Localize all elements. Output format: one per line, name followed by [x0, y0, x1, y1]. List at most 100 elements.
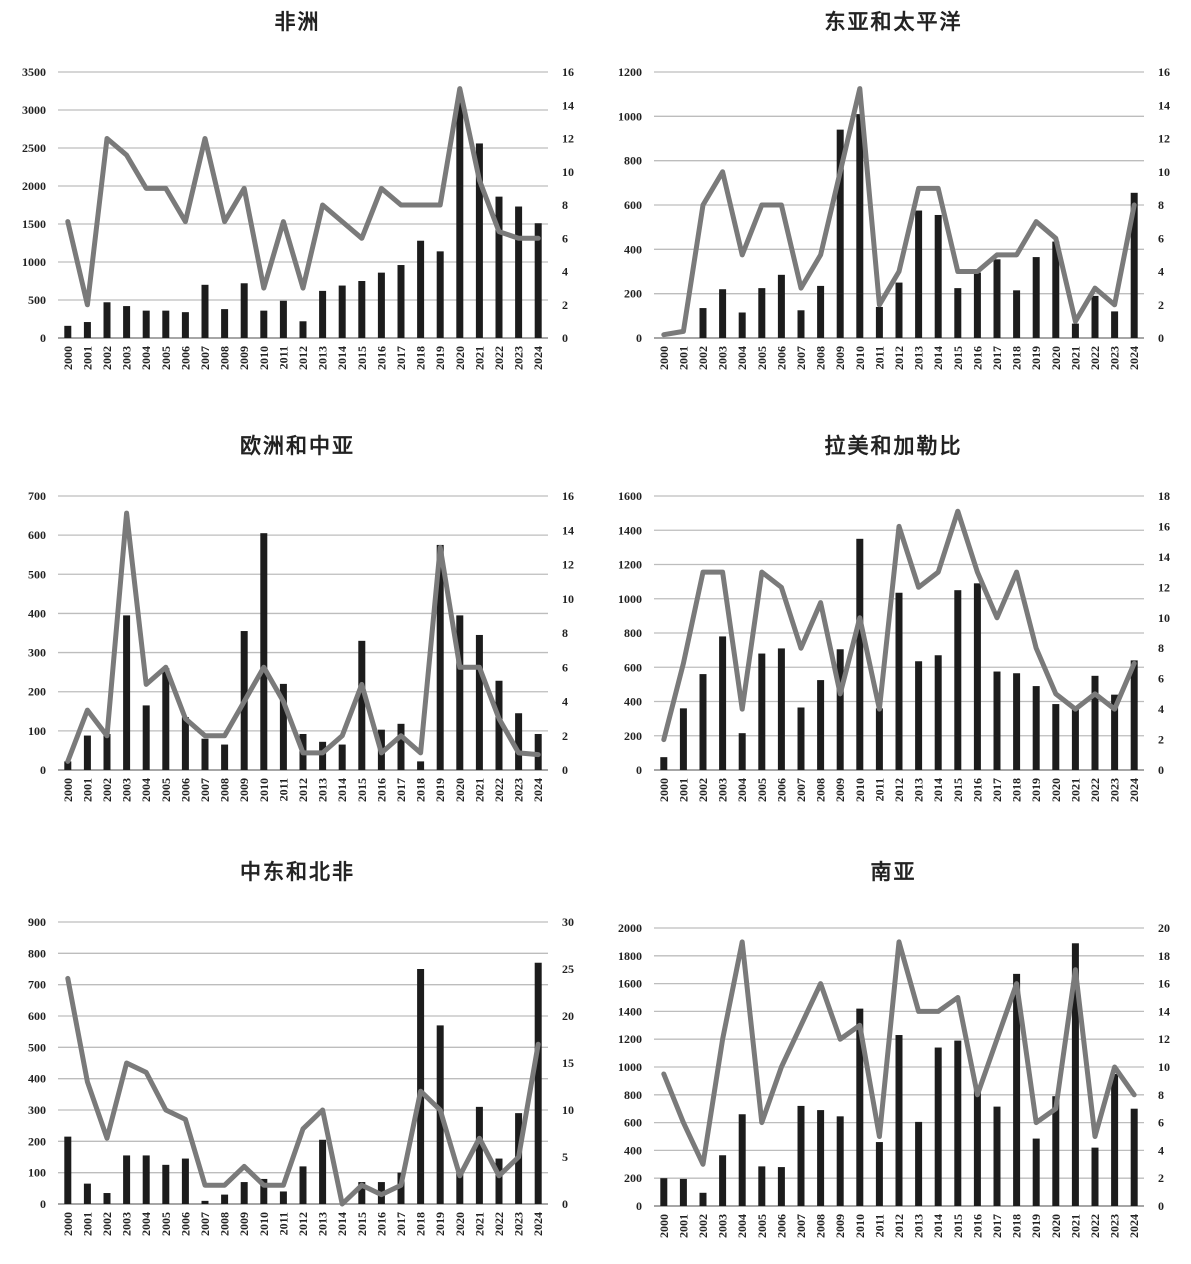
y-tick-label-right: 0	[562, 331, 568, 345]
bar	[758, 653, 766, 770]
bar	[417, 240, 425, 338]
y-tick-label-right: 16	[562, 65, 574, 79]
y-tick-label-right: 10	[1158, 165, 1170, 179]
chart-svg: 0 100 200 300 400 500 600 700 800 900 0 5 10 15 20 25 30…	[28, 915, 574, 1236]
x-tick-label: 2017	[990, 1214, 1004, 1238]
x-tick-label: 2024	[531, 778, 545, 802]
bar	[64, 761, 72, 770]
bar	[738, 733, 746, 770]
x-tick-label: 2003	[716, 346, 730, 370]
x-tick-label: 2013	[912, 346, 926, 370]
bar	[142, 705, 150, 770]
x-tick-label: 2019	[433, 1212, 447, 1236]
y-tick-label-right: 5	[562, 1150, 568, 1164]
y-tick-label-right: 0	[1158, 331, 1164, 345]
bar	[456, 615, 464, 770]
y-tick-label-right: 8	[1158, 1088, 1164, 1102]
y-tick-label-left: 900	[28, 915, 46, 929]
y-tick-label-right: 14	[562, 98, 574, 112]
y-tick-label-left: 1800	[618, 949, 642, 963]
x-tick-label: 2002	[100, 778, 114, 802]
bar-series	[64, 102, 542, 339]
y-axis-right: 0 5 10 15 20 25 30	[562, 915, 574, 1211]
x-tick-label: 2017	[394, 346, 408, 370]
bar	[1032, 257, 1040, 338]
x-tick-label: 2019	[1029, 778, 1043, 802]
bar	[103, 1193, 111, 1204]
y-axis-left: 0 100 200 300 400 500 600 700	[28, 489, 46, 777]
bar	[1091, 1147, 1099, 1206]
y-tick-label-left: 400	[28, 1072, 46, 1086]
y-tick-label-left: 3000	[22, 103, 46, 117]
bar	[836, 129, 844, 338]
line-series	[661, 939, 1137, 1167]
bar	[83, 735, 91, 770]
x-tick-label: 2007	[198, 346, 212, 370]
chart-title: 中东和北非	[240, 859, 355, 884]
bar	[738, 1114, 746, 1206]
chart-panel-africa: 非洲 0 500 1000 1500 2000 2500 3000 3500 0 2 4 6 8 10 12…	[0, 0, 595, 414]
bar	[719, 636, 727, 770]
x-tick-label: 2000	[657, 346, 671, 370]
x-tick-label: 2002	[696, 1214, 710, 1238]
bar	[181, 312, 189, 338]
x-tick-label: 2002	[696, 778, 710, 802]
bar	[397, 265, 405, 338]
y-tick-label-right: 10	[562, 165, 574, 179]
x-tick-label: 2004	[735, 1214, 749, 1238]
x-tick-label: 2021	[1068, 1214, 1082, 1238]
bar	[993, 259, 1001, 338]
bar	[181, 1158, 189, 1204]
x-tick-label: 2008	[218, 1212, 232, 1236]
bar	[934, 214, 942, 338]
bar	[797, 707, 805, 770]
y-tick-label-right: 4	[562, 265, 568, 279]
bar	[660, 1178, 668, 1206]
x-tick-label: 2016	[970, 1214, 984, 1238]
bar	[1071, 708, 1079, 770]
x-tick-label: 2022	[1088, 1214, 1102, 1238]
x-tick-label: 2001	[676, 1214, 690, 1238]
y-tick-label-right: 12	[1158, 1032, 1170, 1046]
x-tick-label: 2016	[374, 346, 388, 370]
bar	[515, 206, 523, 338]
bar	[142, 1155, 150, 1204]
y-tick-label-left: 600	[28, 1009, 46, 1023]
x-tick-label: 2009	[237, 778, 251, 802]
x-tick-label: 2019	[1029, 1214, 1043, 1238]
x-tick-label: 2010	[853, 1214, 867, 1238]
bar	[201, 1200, 209, 1204]
x-tick-label: 2014	[931, 346, 945, 370]
y-tick-label-left: 300	[28, 646, 46, 660]
y-tick-label-right: 8	[562, 198, 568, 212]
bar	[679, 708, 687, 770]
x-tick-label: 2022	[492, 1212, 506, 1236]
x-tick-label: 2001	[80, 778, 94, 802]
bar	[973, 1089, 981, 1206]
x-tick-label: 2008	[814, 1214, 828, 1238]
x-tick-label: 2022	[492, 346, 506, 370]
x-tick-label: 2011	[276, 1212, 290, 1235]
y-tick-label-left: 2000	[618, 921, 642, 935]
chart-panel-south-asia: 南亚 0 200 400 600 800 1000 1200 1400 1600 1800 2000…	[596, 850, 1191, 1264]
y-tick-label-right: 8	[1158, 198, 1164, 212]
x-tick-label: 2002	[100, 1212, 114, 1236]
x-tick-label: 2021	[1068, 778, 1082, 802]
y-tick-label-left: 200	[624, 729, 642, 743]
bar	[260, 310, 268, 338]
y-tick-label-left: 0	[636, 331, 642, 345]
y-tick-label-right: 8	[1158, 641, 1164, 655]
bar	[358, 281, 366, 338]
x-tick-label: 2024	[531, 346, 545, 370]
y-tick-label-left: 1400	[618, 1004, 642, 1018]
bar	[856, 1008, 864, 1206]
bar	[1071, 323, 1079, 338]
chart-panel-middle-east-north-africa: 中东和北非 0 100 200 300 400 500 600 700 800 900 0 5 10 15…	[0, 850, 595, 1264]
chart-svg: 0 500 1000 1500 2000 2500 3000 3500 0 2 4 6 8 10 12 14 1…	[22, 65, 574, 370]
y-tick-label-right: 14	[562, 523, 574, 537]
y-tick-label-right: 10	[1158, 611, 1170, 625]
y-tick-label-left: 200	[624, 287, 642, 301]
chart-panel-east-asia-pacific: 东亚和太平洋 0 200 400 600 800 1000 1200 0 2 4 6 8 10 12 14 1…	[596, 0, 1191, 414]
x-tick-label: 2023	[512, 346, 526, 370]
y-tick-label-left: 0	[40, 331, 46, 345]
